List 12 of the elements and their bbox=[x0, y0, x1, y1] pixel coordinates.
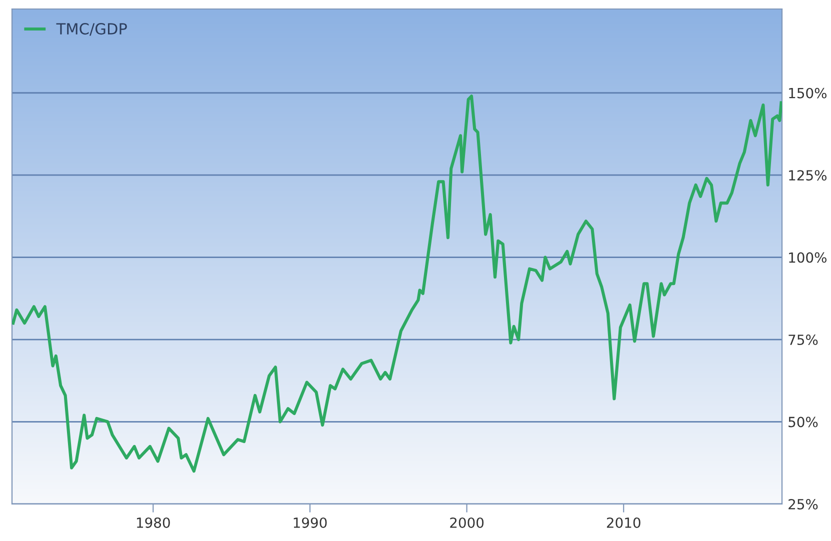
line-series bbox=[12, 94, 782, 473]
y-tick-label: 25% bbox=[788, 498, 818, 510]
legend-label: TMC/GDP bbox=[56, 23, 127, 36]
y-tick-label: 125% bbox=[789, 170, 826, 181]
y-tick-label: 75% bbox=[788, 334, 818, 346]
x-tick-label: 2010 bbox=[606, 517, 640, 528]
y-tick-label: 150% bbox=[789, 88, 826, 98]
y-tick-label: 50% bbox=[788, 416, 818, 428]
y-tick-label: 100% bbox=[789, 252, 826, 263]
x-tick-label: 1980 bbox=[136, 517, 170, 528]
x-tick-label: 2000 bbox=[450, 517, 484, 528]
x-tick-label: 1990 bbox=[294, 517, 327, 528]
